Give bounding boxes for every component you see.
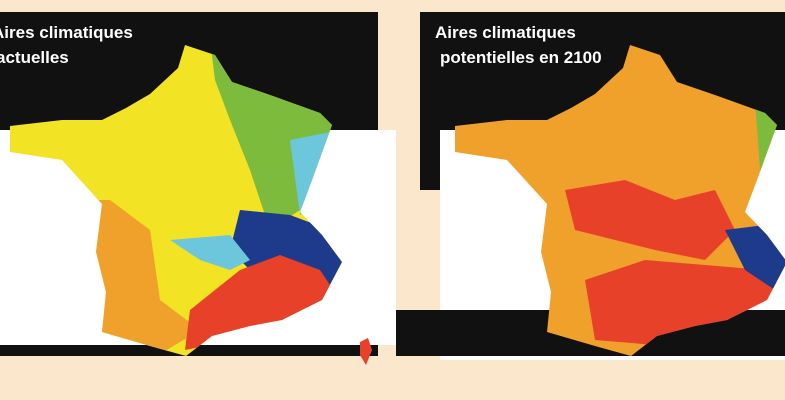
left-title-2: actuelles: [0, 48, 69, 67]
right-title-2: potentielles en 2100: [440, 48, 602, 67]
right-title-1: Aires climatiques: [435, 23, 576, 42]
left-title-1: Aires climatiques: [0, 23, 133, 42]
corsica: [360, 338, 372, 365]
